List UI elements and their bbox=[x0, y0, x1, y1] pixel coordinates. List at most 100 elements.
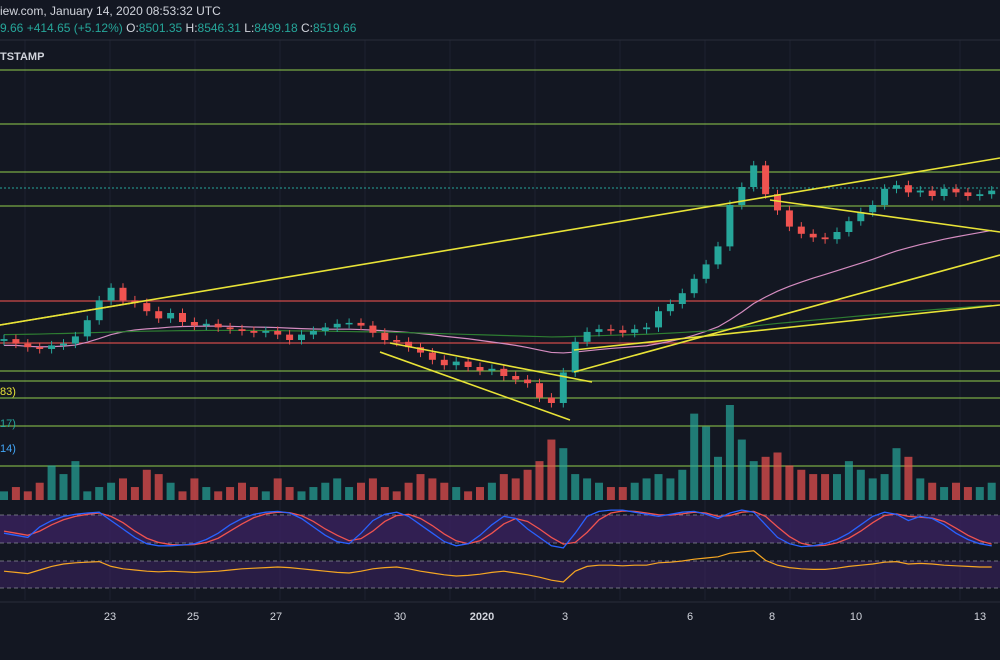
candle-body bbox=[583, 331, 591, 342]
candle-body bbox=[179, 313, 186, 322]
candle-body bbox=[262, 331, 270, 333]
candle-body bbox=[48, 345, 56, 349]
candlesticks bbox=[0, 160, 996, 408]
candle-body bbox=[24, 343, 32, 348]
candle-body bbox=[60, 343, 67, 346]
indicator-label-volume: 14) bbox=[0, 443, 16, 455]
volume-bar bbox=[975, 487, 984, 500]
open-value: 8501.35 bbox=[138, 21, 183, 35]
candle-body bbox=[726, 205, 734, 247]
candle-body bbox=[690, 278, 698, 294]
candle-body bbox=[904, 185, 912, 193]
candle-body bbox=[750, 165, 758, 187]
volume-bar bbox=[761, 456, 770, 500]
volume-bar bbox=[0, 491, 8, 500]
candle-body bbox=[595, 329, 603, 332]
volume-bar bbox=[880, 474, 889, 500]
price-change: +414.65 (+5.12%) bbox=[26, 21, 123, 35]
volume-bar bbox=[404, 482, 413, 500]
candle-body bbox=[488, 368, 496, 371]
trendline bbox=[573, 254, 1000, 373]
volume-bar bbox=[987, 482, 996, 500]
volume-bar bbox=[821, 474, 830, 500]
volume-bar bbox=[95, 487, 104, 500]
volume-bar bbox=[940, 487, 949, 500]
volume-bar bbox=[952, 482, 960, 500]
volume-bar bbox=[714, 456, 722, 500]
candle-body bbox=[774, 194, 781, 211]
volume-bar bbox=[11, 487, 20, 500]
candle-body bbox=[333, 323, 341, 328]
trendline bbox=[573, 304, 1000, 351]
volume-bar bbox=[654, 474, 663, 500]
candle-body bbox=[512, 376, 520, 380]
x-tick-label: 30 bbox=[394, 611, 406, 623]
volume-bar bbox=[130, 487, 139, 500]
volume-bar bbox=[630, 482, 639, 500]
trendlines bbox=[0, 157, 1000, 421]
candle-body bbox=[155, 311, 163, 319]
x-tick-label: 10 bbox=[850, 611, 862, 623]
volume-bar bbox=[178, 491, 187, 500]
ma-line bbox=[4, 229, 992, 354]
volume-bar bbox=[702, 426, 711, 500]
volume-bar bbox=[523, 469, 532, 500]
candle-body bbox=[226, 327, 234, 330]
volume-bar bbox=[71, 461, 80, 500]
low-value: 8499.18 bbox=[254, 21, 298, 35]
candle-body bbox=[988, 190, 996, 195]
candle-body bbox=[940, 188, 948, 196]
candle-body bbox=[309, 331, 317, 335]
volume-bar bbox=[476, 487, 484, 500]
trendline bbox=[0, 301, 139, 326]
candle-body bbox=[202, 323, 210, 326]
candle-body bbox=[119, 287, 127, 301]
indicator-label-ma2: 17) bbox=[0, 418, 16, 430]
volume-bar bbox=[511, 478, 520, 500]
candle-body bbox=[547, 397, 555, 403]
volume-bar bbox=[535, 461, 544, 500]
volume-bar bbox=[559, 448, 568, 500]
close-label: C: bbox=[301, 21, 314, 35]
volume-bar bbox=[499, 474, 508, 500]
rsi-panel bbox=[0, 550, 1000, 589]
stoch-k-line bbox=[3, 509, 992, 549]
volume-bar bbox=[749, 461, 758, 500]
volume-bar bbox=[464, 491, 473, 500]
volume-bar bbox=[35, 482, 44, 500]
candle-body bbox=[357, 322, 365, 326]
candle-body bbox=[952, 188, 960, 193]
price-header: 9.66 +414.65 (+5.12%) O:8501.35 H:8546.3… bbox=[0, 21, 356, 35]
candle-body bbox=[393, 340, 401, 342]
candle-body bbox=[286, 334, 294, 340]
candle-body bbox=[250, 331, 258, 333]
candle-body bbox=[714, 246, 722, 265]
volume-bar bbox=[238, 482, 246, 500]
candle-body bbox=[928, 190, 936, 196]
candle-body bbox=[785, 210, 793, 227]
x-tick-label: 6 bbox=[687, 611, 693, 623]
candle-body bbox=[833, 232, 841, 240]
candle-body bbox=[190, 322, 198, 326]
volume-bar bbox=[297, 491, 306, 500]
grid-lines bbox=[0, 39, 1000, 600]
volume-bar bbox=[487, 482, 496, 500]
candle-body bbox=[607, 329, 615, 331]
volume-bar bbox=[571, 474, 580, 500]
volume-bar bbox=[809, 474, 818, 500]
volume-bar bbox=[142, 469, 151, 500]
candle-body bbox=[12, 339, 20, 344]
candle-body bbox=[476, 367, 484, 371]
indicator-label-ma: 83) bbox=[0, 386, 16, 398]
candle-body bbox=[964, 192, 972, 196]
trendline bbox=[389, 342, 593, 383]
volume-bar bbox=[190, 478, 199, 500]
candle-body bbox=[738, 187, 746, 205]
volume-bar bbox=[23, 491, 32, 500]
volume-bar bbox=[59, 474, 68, 500]
last-price: 9.66 bbox=[0, 21, 24, 35]
volume-bar bbox=[595, 482, 603, 500]
x-tick-label: 2020 bbox=[470, 611, 494, 623]
volume-bar bbox=[833, 474, 841, 500]
